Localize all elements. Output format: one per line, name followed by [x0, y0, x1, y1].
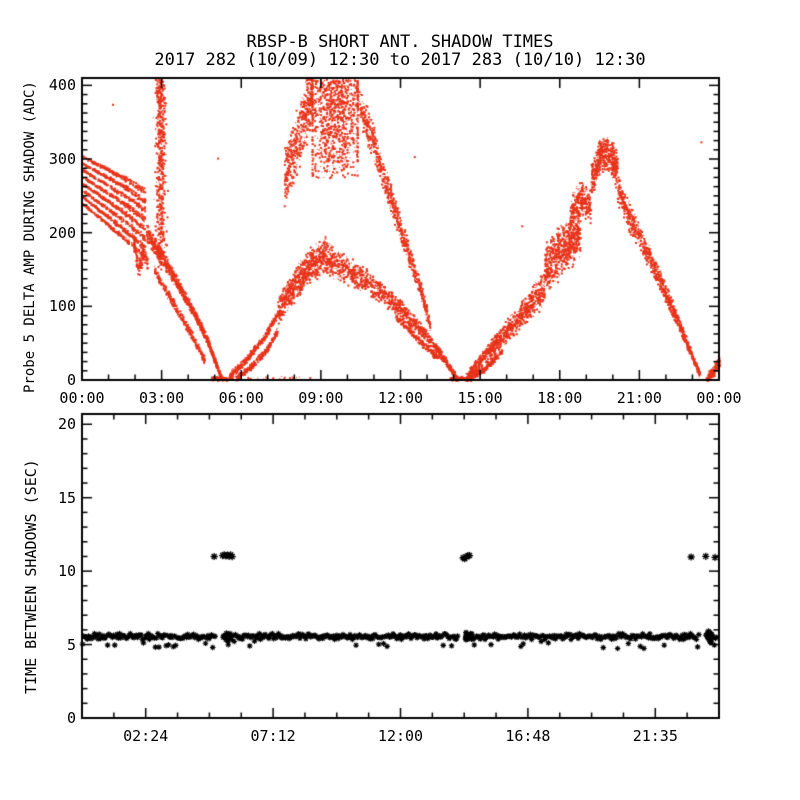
bottom-y-tick-label: 0 — [66, 709, 76, 727]
top-x-tick-label: 00:00 — [696, 389, 742, 407]
top-x-tick-label: 06:00 — [218, 389, 264, 407]
top-x-tick-label: 03:00 — [139, 389, 185, 407]
top-x-tick-label: 15:00 — [457, 389, 503, 407]
top-x-tick-label: 00:00 — [59, 389, 105, 407]
top-y-tick-label: 100 — [48, 297, 76, 316]
top-y-tick-label: 400 — [48, 76, 76, 95]
top-panel-plot-area — [82, 78, 719, 380]
bottom-y-tick-label: 15 — [57, 488, 76, 507]
top-x-tick-label: 09:00 — [298, 389, 344, 407]
top-x-tick-label: 18:00 — [537, 389, 583, 407]
bottom-y-tick-label: 10 — [57, 562, 76, 581]
bottom-y-tick-label: 20 — [57, 415, 76, 434]
chart-title: RBSP-B SHORT ANT. SHADOW TIMES — [246, 32, 554, 52]
top-y-tick-label: 0 — [66, 371, 76, 389]
top-y-tick-label: 300 — [48, 150, 76, 169]
chart-subtitle: 2017 282 (10/09) 12:30 to 2017 283 (10/1… — [154, 50, 646, 70]
bottom-y-tick-label: 5 — [66, 635, 76, 654]
bottom-x-tick-label: 21:35 — [632, 727, 678, 745]
bottom-x-tick-label: 02:24 — [123, 727, 169, 745]
top-x-tick-label: 12:00 — [377, 389, 424, 407]
top-x-tick-label: 21:00 — [616, 389, 662, 407]
bottom-x-tick-label: 07:12 — [250, 727, 296, 745]
top-y-tick-label: 200 — [48, 223, 76, 242]
bottom-x-tick-label: 16:48 — [505, 727, 551, 745]
bottom-x-tick-label: 12:00 — [377, 727, 424, 745]
bottom-panel-plot-area — [82, 414, 719, 718]
